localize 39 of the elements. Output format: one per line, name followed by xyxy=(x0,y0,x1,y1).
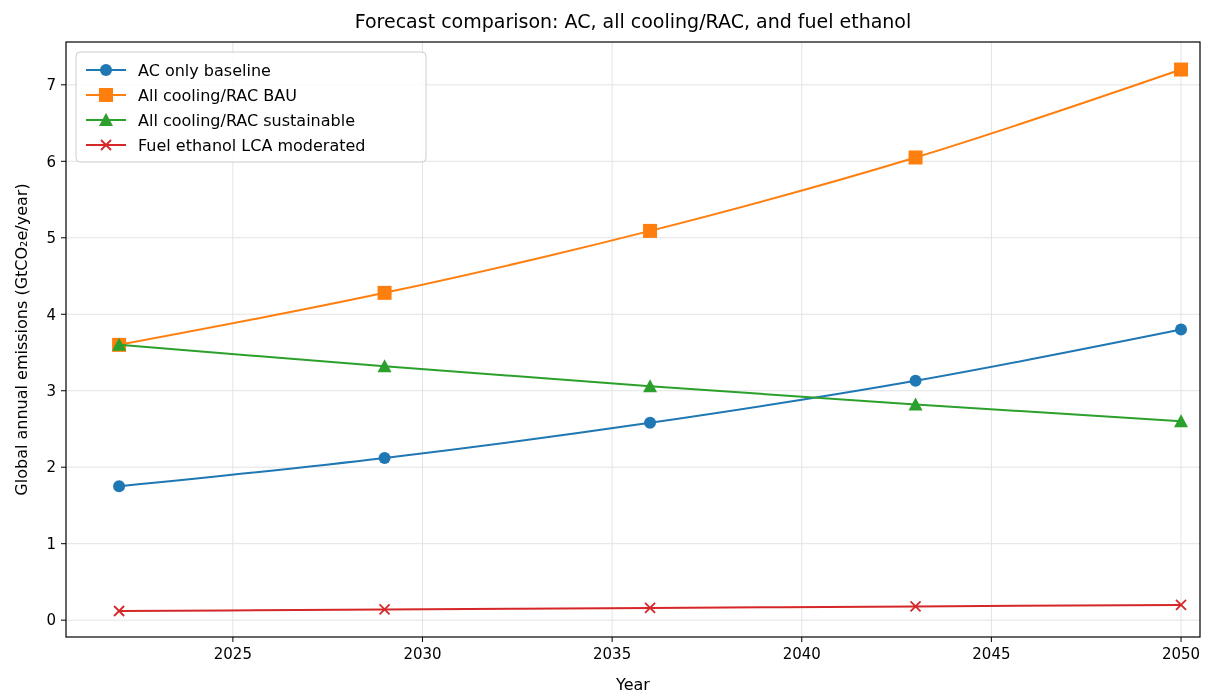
point xyxy=(1174,62,1189,77)
point xyxy=(1175,598,1187,611)
legend-label: Fuel ethanol LCA moderated xyxy=(138,135,366,155)
point xyxy=(643,379,658,393)
point xyxy=(378,452,391,465)
x-tick-label: 2035 xyxy=(593,645,632,663)
y-tick-label: 5 xyxy=(46,229,56,248)
y-tick-label: 6 xyxy=(46,152,56,171)
point xyxy=(113,480,126,493)
legend-label: All cooling/RAC sustainable xyxy=(138,110,355,130)
y-tick-label: 4 xyxy=(46,305,56,324)
legend-label: AC only baseline xyxy=(138,60,271,80)
point xyxy=(643,223,658,238)
point xyxy=(377,285,392,300)
point xyxy=(908,397,923,411)
chart-title: Forecast comparison: AC, all cooling/RAC, and fuel ethanol xyxy=(354,10,912,32)
x-tick-label: 2045 xyxy=(972,645,1011,663)
x-tick-label: 2040 xyxy=(782,645,821,663)
point xyxy=(644,602,656,614)
y-tick-label: 3 xyxy=(46,381,56,400)
point xyxy=(1174,414,1189,428)
x-tick-label: 2050 xyxy=(1161,645,1201,663)
point xyxy=(909,374,922,387)
point xyxy=(113,605,125,617)
point xyxy=(378,603,391,616)
point xyxy=(377,359,392,373)
x-axis-title: Year xyxy=(615,675,651,694)
point xyxy=(644,416,657,429)
y-tick-label: 0 xyxy=(46,611,56,630)
y-tick-label: 7 xyxy=(46,76,56,95)
point xyxy=(1175,323,1188,336)
y-axis-title: Global annual emissions (GtCO₂e/year) xyxy=(12,183,31,496)
x-tick-label: 2030 xyxy=(403,645,442,663)
point xyxy=(909,600,922,613)
y-tick-label: 1 xyxy=(46,534,56,553)
legend-label: All cooling/RAC BAU xyxy=(138,85,297,105)
point xyxy=(908,150,923,165)
y-tick-label: 2 xyxy=(46,458,56,477)
x-tick-label: 2025 xyxy=(213,645,252,663)
